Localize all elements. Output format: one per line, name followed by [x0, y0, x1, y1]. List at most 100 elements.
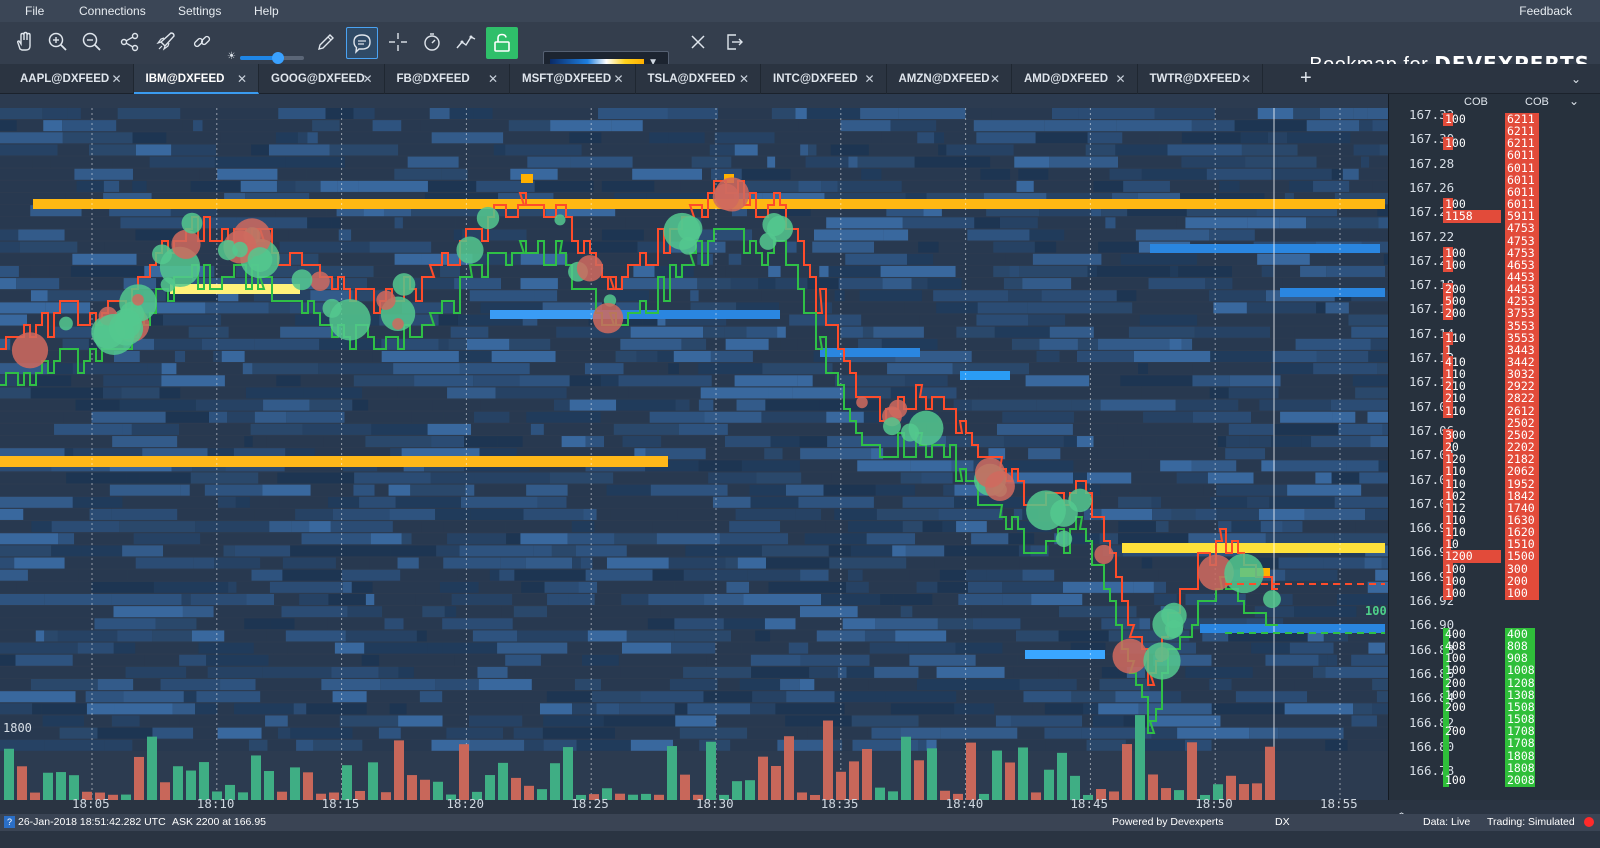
- heatmap-cell: [207, 666, 263, 678]
- menu-settings[interactable]: Settings: [178, 4, 222, 18]
- export-icon[interactable]: [720, 28, 748, 56]
- menu-help[interactable]: Help: [254, 4, 279, 18]
- heatmap-cell: [713, 399, 737, 411]
- heatmap-chart[interactable]: [0, 94, 1388, 800]
- heatmap-cell: [224, 630, 267, 642]
- brightness-slider[interactable]: [240, 52, 304, 64]
- tab-ibm-dxfeed[interactable]: IBM@DXFEED ✕: [133, 64, 259, 94]
- tab-goog-dxfeed[interactable]: GOOG@DXFEED ✕: [259, 64, 385, 94]
- heatmap-cell: [41, 703, 87, 715]
- hand-icon[interactable]: [10, 28, 38, 56]
- heatmap-cell: [1154, 594, 1177, 605]
- heatmap-cell: [1133, 581, 1154, 593]
- heatmap-cell: [1131, 472, 1177, 484]
- cob-bid-right-cell: 1508: [1505, 713, 1565, 727]
- heatmap-cell: [280, 326, 342, 338]
- heatmap-cell: [1232, 265, 1262, 277]
- tab-intc-dxfeed[interactable]: INTC@DXFEED ✕: [761, 64, 887, 94]
- heatmap-cell: [640, 302, 691, 314]
- menu-connections[interactable]: Connections: [79, 4, 146, 18]
- brightness-slider-knob[interactable]: [272, 52, 285, 64]
- chevron-down-icon[interactable]: ⌄: [1569, 94, 1580, 108]
- cob-bid-left-cell: 100: [1443, 652, 1501, 666]
- share-icon[interactable]: [116, 28, 144, 56]
- heatmap-cell: [198, 642, 254, 654]
- stopwatch-icon[interactable]: [418, 28, 446, 56]
- heatmap-cell: [474, 472, 550, 484]
- heatmap-cell: [1292, 594, 1337, 605]
- heatmap-cell: [546, 691, 592, 703]
- heatmap-cell: [848, 156, 858, 168]
- tab-twtr-dxfeed[interactable]: TWTR@DXFEED ✕: [1138, 64, 1263, 94]
- tab-close-icon[interactable]: ✕: [362, 72, 373, 86]
- heatmap-cell: [317, 132, 372, 144]
- heatmap-cell: [448, 338, 467, 350]
- heatmap-cell: [47, 606, 93, 618]
- heatmap-cell: [285, 448, 315, 460]
- heatmap-cell: [275, 132, 298, 144]
- heatmap-cell: [593, 338, 621, 350]
- heatmap-cell: [858, 338, 882, 350]
- tab-msft-dxfeed[interactable]: MSFT@DXFEED ✕: [510, 64, 636, 94]
- tab-fb-dxfeed[interactable]: FB@DXFEED ✕: [385, 64, 510, 94]
- heatmap-cell: [613, 423, 679, 435]
- heatmap-cell: [152, 727, 194, 739]
- cob-ask-right-cell: 2182: [1505, 453, 1565, 467]
- heatmap-cell: [724, 326, 747, 338]
- tab-amzn-dxfeed[interactable]: AMZN@DXFEED ✕: [887, 64, 1012, 94]
- heatmap-cell: [193, 727, 218, 739]
- crosshair-icon[interactable]: [384, 28, 412, 56]
- heatmap-cell: [0, 168, 75, 180]
- heatmap-cell: [761, 290, 835, 302]
- heatmap-cell: [1209, 679, 1232, 691]
- tab-close-icon[interactable]: ✕: [237, 72, 248, 86]
- heatmap-cell: [401, 448, 480, 460]
- tab-close-icon[interactable]: ✕: [1115, 72, 1126, 86]
- tab-tsla-dxfeed[interactable]: TSLA@DXFEED ✕: [636, 64, 761, 94]
- rocket-icon[interactable]: [152, 28, 180, 56]
- tab-close-icon[interactable]: ✕: [864, 72, 875, 86]
- tab-close-icon[interactable]: ✕: [739, 72, 750, 86]
- heatmap-cell: [626, 630, 675, 642]
- tab-label: AAPL@DXFEED: [20, 73, 110, 85]
- close-icon[interactable]: [684, 28, 712, 56]
- chevron-down-icon[interactable]: ⌄: [1571, 72, 1582, 86]
- heatmap-cell: [1120, 253, 1198, 265]
- sell-trade-bubble: [310, 271, 330, 292]
- tab-close-icon[interactable]: ✕: [1241, 72, 1252, 86]
- heatmap-cell: [1267, 132, 1288, 144]
- heatmap-cell: [464, 411, 475, 423]
- comment-icon[interactable]: [346, 27, 378, 59]
- heatmap-cell: [166, 132, 221, 144]
- tab-aapl-dxfeed[interactable]: AAPL@DXFEED ✕: [8, 64, 134, 94]
- heatmap-cell: [574, 679, 601, 691]
- heatmap-cell: [0, 229, 19, 241]
- heatmap-cell: [1022, 569, 1055, 581]
- heatmap-cell: [438, 338, 449, 350]
- link-icon[interactable]: [188, 28, 216, 56]
- zoom-out-icon[interactable]: [78, 28, 106, 56]
- sell-volume-bar: [134, 756, 144, 800]
- heatmap-cell: [312, 120, 340, 132]
- add-tab-icon[interactable]: +: [1300, 67, 1312, 89]
- unlock-icon[interactable]: [486, 27, 518, 59]
- tab-amd-dxfeed[interactable]: AMD@DXFEED ✕: [1012, 64, 1138, 94]
- feedback-link[interactable]: Feedback: [1519, 4, 1572, 18]
- tab-close-icon[interactable]: ✕: [990, 72, 1001, 86]
- heatmap-cell: [520, 533, 568, 545]
- tab-close-icon[interactable]: ✕: [111, 72, 122, 86]
- tab-close-icon[interactable]: ✕: [488, 72, 499, 86]
- pencil-icon[interactable]: [312, 28, 340, 56]
- heatmap-cell: [1297, 229, 1369, 241]
- menu-file[interactable]: File: [25, 4, 45, 18]
- cob-ask-right-cell: 300: [1505, 562, 1565, 576]
- line-chart-icon[interactable]: [452, 28, 480, 56]
- cob-ask-left-cell: 110: [1443, 526, 1501, 540]
- heatmap-cell: [0, 375, 21, 387]
- cob-ask-left-cell: 10: [1443, 538, 1501, 552]
- zoom-in-icon[interactable]: [44, 28, 72, 56]
- heatmap-cell: [126, 472, 140, 484]
- tab-close-icon[interactable]: ✕: [613, 72, 624, 86]
- heatmap-cell: [957, 180, 1017, 192]
- heatmap-cell: [725, 436, 771, 448]
